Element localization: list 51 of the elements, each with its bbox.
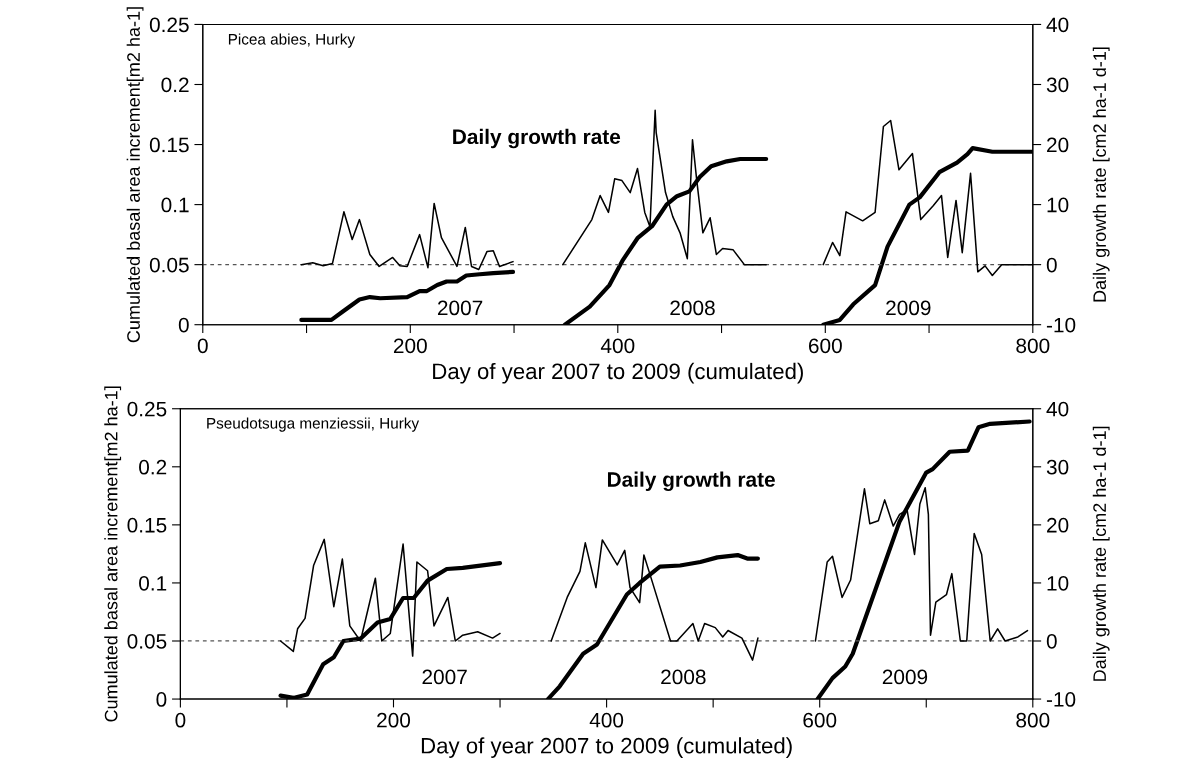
- x-tick-label: 400: [589, 712, 624, 728]
- y2-axis-title: Daily growth rate [cm2 ha-1 d-1]: [1092, 426, 1110, 681]
- y-axis-title: Cumulated basal area increment[m2 ha-1]: [104, 386, 122, 722]
- y-tick-label: 0.15: [127, 517, 167, 533]
- y2-tick-label: 40: [1046, 401, 1069, 417]
- annotation: 2008: [670, 300, 715, 316]
- y2-tick-label: 30: [1046, 459, 1069, 475]
- y2-tick-label: -10: [1046, 692, 1076, 707]
- y-tick-label: 0.15: [149, 137, 189, 153]
- x-tick-label: 400: [600, 338, 635, 354]
- y2-axis-title: Daily growth rate [cm2 ha-1 d-1]: [1092, 47, 1110, 302]
- y2-tick-label: 10: [1047, 197, 1069, 213]
- annotation: Daily growth rate: [453, 128, 621, 149]
- x-tick-label: 200: [393, 338, 427, 354]
- line-series: [300, 202, 514, 271]
- y-axis-title: Cumulated basal area increment[m2 ha-1]: [126, 7, 144, 343]
- x-tick-label: 800: [1016, 712, 1050, 728]
- annotation: 2009: [882, 669, 928, 685]
- x-tick-label: 600: [803, 712, 837, 728]
- annotation: 2008: [661, 669, 706, 685]
- annotation: Pseudotsuga menziessii, Hurky: [207, 417, 420, 432]
- y-tick-label: 0.05: [127, 634, 167, 649]
- line-series: [299, 269, 516, 322]
- y2-tick-label: 0: [1046, 257, 1057, 273]
- y2-tick-label: 40: [1046, 17, 1069, 33]
- x-tick-label: 800: [1016, 338, 1050, 354]
- y2-tick-label: 20: [1047, 517, 1069, 533]
- x-tick-label: 200: [377, 712, 411, 728]
- annotation: 2009: [886, 300, 931, 316]
- y2-tick-label: 0: [1046, 634, 1057, 649]
- y-tick-label: 0: [178, 317, 189, 333]
- x-tick-label: 0: [197, 338, 208, 354]
- y-tick-label: 0.1: [139, 575, 167, 591]
- x-axis-title: Day of year 2007 to 2009 (cumulated): [421, 737, 792, 758]
- annotation: 2007: [422, 669, 467, 685]
- x-tick-label: 600: [808, 338, 842, 354]
- annotation: Daily growth rate: [607, 471, 775, 492]
- y-tick-label: 0: [156, 692, 167, 707]
- y2-tick-label: 20: [1047, 137, 1069, 153]
- y2-tick-label: 30: [1046, 77, 1069, 93]
- y-tick-label: 0.25: [127, 401, 167, 417]
- y2-tick-label: 10: [1047, 575, 1069, 591]
- y-tick-label: 0.05: [149, 257, 189, 273]
- y-tick-label: 0.2: [139, 459, 167, 475]
- x-axis-title: Day of year 2007 to 2009 (cumulated): [433, 362, 803, 384]
- annotation: Picea abies, Hurky: [228, 33, 356, 48]
- annotation: 2007: [437, 300, 483, 316]
- y-tick-label: 0.25: [149, 17, 189, 33]
- y-tick-label: 0.1: [161, 197, 189, 213]
- y-tick-label: 0.2: [161, 77, 189, 93]
- y2-tick-label: -10: [1046, 317, 1076, 333]
